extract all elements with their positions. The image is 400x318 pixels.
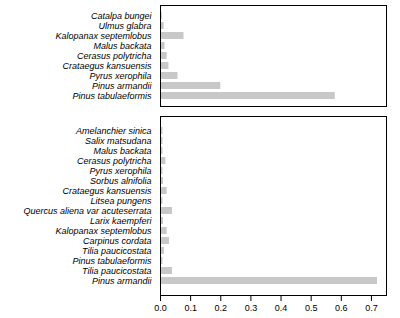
svg-text:Tilia paucicostata: Tilia paucicostata	[82, 246, 151, 256]
svg-text:0.2: 0.2	[215, 303, 228, 313]
svg-text:Amelanchier sinica: Amelanchier sinica	[75, 126, 152, 136]
svg-text:Quercus aliena var acuteserrat: Quercus aliena var acuteserrata	[23, 206, 151, 216]
svg-text:Carpinus cordata: Carpinus cordata	[83, 236, 152, 246]
svg-text:Crataegus kansuensis: Crataegus kansuensis	[62, 186, 152, 196]
svg-text:Pinus armandii: Pinus armandii	[92, 81, 153, 91]
svg-text:Larix kaempferi: Larix kaempferi	[90, 216, 153, 226]
svg-text:0.6: 0.6	[335, 303, 348, 313]
svg-text:Tilia paucicostata: Tilia paucicostata	[82, 266, 151, 276]
svg-text:Kalopanax septemlobus: Kalopanax septemlobus	[55, 31, 152, 41]
svg-text:Crataegus kansuensis: Crataegus kansuensis	[62, 61, 152, 71]
svg-text:Sorbus alnifolia: Sorbus alnifolia	[90, 176, 152, 186]
svg-text:Pyrus xerophila: Pyrus xerophila	[89, 166, 151, 176]
svg-text:0.3: 0.3	[245, 303, 258, 313]
svg-text:Cerasus polytricha: Cerasus polytricha	[77, 156, 152, 166]
svg-text:Litsea pungens: Litsea pungens	[90, 196, 152, 206]
svg-text:Pinus tabulaeformis: Pinus tabulaeformis	[72, 91, 152, 101]
svg-text:0.5: 0.5	[305, 303, 318, 313]
svg-text:Cerasus polytricha: Cerasus polytricha	[77, 51, 152, 61]
svg-text:Pinus tabulaeformis: Pinus tabulaeformis	[72, 256, 152, 266]
svg-text:0.7: 0.7	[365, 303, 378, 313]
svg-text:0.0: 0.0	[154, 303, 167, 313]
svg-text:Ulmus glabra: Ulmus glabra	[98, 21, 151, 31]
svg-text:Salix matsudana: Salix matsudana	[85, 136, 152, 146]
svg-text:0.4: 0.4	[275, 303, 288, 313]
svg-text:Malus backata: Malus backata	[93, 41, 151, 51]
svg-text:Catalpa bungei: Catalpa bungei	[91, 11, 153, 21]
svg-text:Malus backata: Malus backata	[93, 146, 151, 156]
svg-text:0.1: 0.1	[184, 303, 197, 313]
svg-text:Pyrus xerophila: Pyrus xerophila	[89, 71, 151, 81]
svg-text:Pinus armandii: Pinus armandii	[92, 276, 153, 286]
svg-text:Kalopanax septemlobus: Kalopanax septemlobus	[55, 226, 152, 236]
